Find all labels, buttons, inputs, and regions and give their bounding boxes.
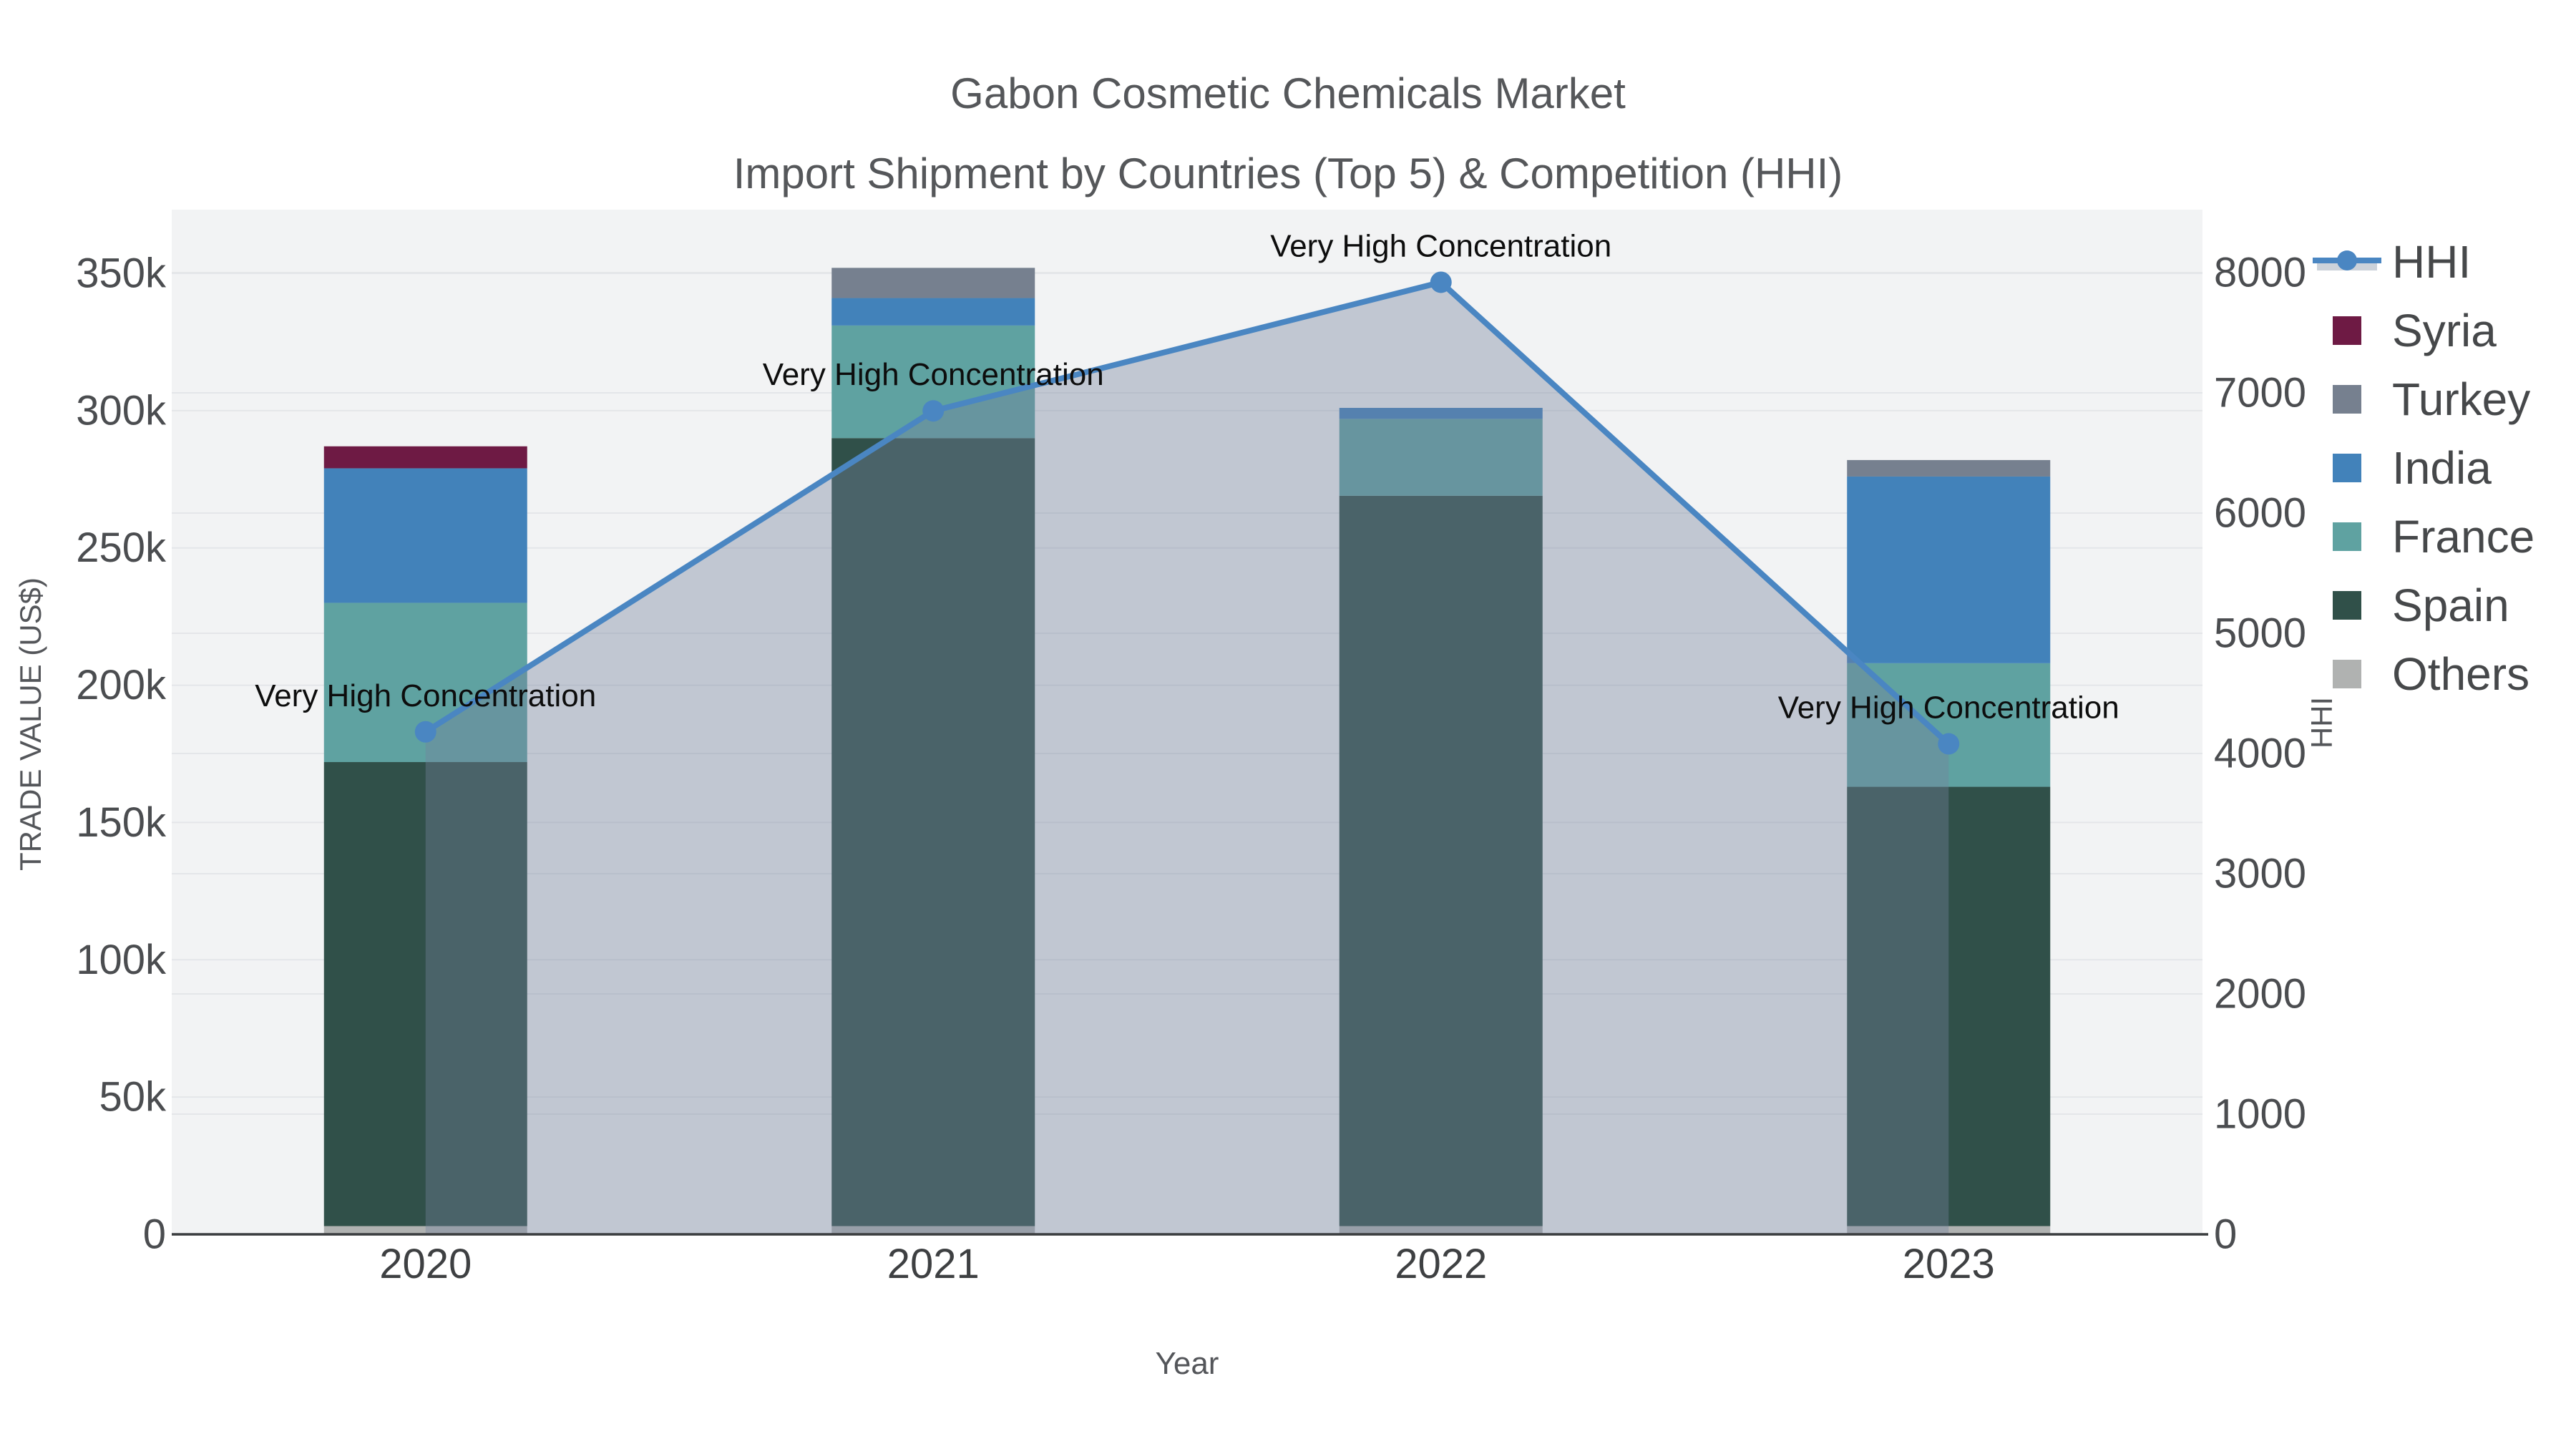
bar-segment-2023-turkey <box>1847 459 2051 477</box>
legend-item-turkey[interactable]: Turkey <box>2333 374 2530 425</box>
y-left-tick-350k: 350k <box>76 250 167 297</box>
annotations: Very High Concentration Very High Concent… <box>255 228 2119 725</box>
y-left-tick-200k: 200k <box>76 662 167 708</box>
y-right-tick-2000: 2000 <box>2214 971 2306 1018</box>
legend-swatch-syria <box>2333 316 2361 345</box>
bar-segment-2022-india <box>1339 408 1543 419</box>
bar-segment-2023-others <box>1847 1226 2051 1234</box>
x-tick-2023: 2023 <box>1903 1241 1995 1287</box>
x-tick-2020: 2020 <box>379 1241 472 1287</box>
bar-segment-2020-others <box>323 1226 527 1234</box>
bar-segment-2020-spain <box>323 762 527 1226</box>
y-left-axis-title: TRADE VALUE (US$) <box>14 577 47 871</box>
legend: HHI Syria Turkey India France Spain Others <box>2313 236 2534 700</box>
y-right-axis-title: HHI <box>2305 697 2338 748</box>
bar-segment-2021-india <box>831 298 1035 326</box>
y-right-tick-0: 0 <box>2214 1211 2237 1258</box>
bar-segment-2021-others <box>831 1226 1035 1234</box>
legend-label-others: Others <box>2392 648 2529 700</box>
y-right-tick-6000: 6000 <box>2214 490 2306 537</box>
hhi-polyline <box>424 279 1951 746</box>
y-right-tick-4000: 4000 <box>2214 731 2306 777</box>
legend-item-hhi[interactable]: HHI <box>2313 236 2471 288</box>
hhi-marker-2020 <box>414 721 436 743</box>
bar-segment-2023-spain <box>1847 786 2051 1226</box>
y-left-tick-0: 0 <box>143 1211 166 1258</box>
bar-segment-2021-spain <box>831 438 1035 1226</box>
bar-segment-2023-india <box>1847 476 2051 663</box>
legend-swatch-turkey <box>2333 385 2361 414</box>
hhi-marker-2023 <box>1938 733 1960 755</box>
y-right-tick-1000: 1000 <box>2214 1091 2306 1138</box>
bar-segment-2021-turkey <box>831 268 1035 298</box>
x-axis-title: Year <box>1156 1346 1219 1381</box>
y-left-tick-50k: 50k <box>99 1074 167 1121</box>
legend-item-india[interactable]: India <box>2333 442 2492 494</box>
legend-swatch-spain <box>2333 591 2361 620</box>
legend-swatch-others <box>2333 660 2361 688</box>
y-right-tick-7000: 7000 <box>2214 370 2306 416</box>
chart-title-line1: Gabon Cosmetic Chemicals Market <box>950 69 1626 117</box>
hhi-marker-2021 <box>922 400 945 422</box>
y-right-tick-8000: 8000 <box>2214 250 2306 296</box>
y-right-tick-5000: 5000 <box>2214 610 2306 657</box>
annotation-2023: Very High Concentration <box>1778 691 2119 726</box>
stacked-bars <box>323 268 2051 1234</box>
hhi-area <box>425 282 1949 1235</box>
chart-title-line2: Import Shipment by Countries (Top 5) & C… <box>733 150 1843 197</box>
legend-item-others[interactable]: Others <box>2333 648 2529 700</box>
annotation-2021: Very High Concentration <box>763 357 1104 392</box>
legend-swatch-india <box>2333 454 2361 482</box>
y-left-tick-250k: 250k <box>76 525 167 571</box>
legend-label-spain: Spain <box>2392 580 2509 631</box>
y-left-tick-150k: 150k <box>76 799 167 846</box>
legend-swatch-france <box>2333 522 2361 551</box>
hhi-legend-marker <box>2337 250 2357 270</box>
legend-label-turkey: Turkey <box>2392 374 2530 425</box>
legend-item-syria[interactable]: Syria <box>2333 305 2497 356</box>
legend-label-india: India <box>2392 442 2492 494</box>
legend-label-hhi: HHI <box>2392 236 2471 288</box>
annotation-2022: Very High Concentration <box>1270 228 1611 263</box>
y-left-tick-300k: 300k <box>76 387 167 434</box>
bar-segment-2020-india <box>323 468 527 603</box>
x-tick-2021: 2021 <box>887 1241 980 1287</box>
bar-segment-2022-spain <box>1339 495 1543 1226</box>
y-left-tick-100k: 100k <box>76 937 167 983</box>
legend-item-spain[interactable]: Spain <box>2333 580 2509 631</box>
bar-segment-2022-others <box>1339 1226 1543 1234</box>
hhi-marker-2022 <box>1430 271 1452 293</box>
x-tick-2022: 2022 <box>1395 1241 1487 1287</box>
legend-item-france[interactable]: France <box>2333 511 2534 562</box>
legend-label-france: France <box>2392 511 2534 562</box>
bar-segment-2022-france <box>1339 419 1543 496</box>
legend-label-syria: Syria <box>2392 305 2497 356</box>
hhi-area-fill <box>425 282 1949 1235</box>
annotation-2020: Very High Concentration <box>255 678 596 713</box>
bar-segment-2020-syria <box>323 446 527 469</box>
axis-ticks: 0 50k 100k 150k 200k 250k 300k 350k 0 1000 2000 300… <box>76 250 2306 1288</box>
y-right-tick-3000: 3000 <box>2214 851 2306 897</box>
hhi-line <box>414 271 1960 755</box>
